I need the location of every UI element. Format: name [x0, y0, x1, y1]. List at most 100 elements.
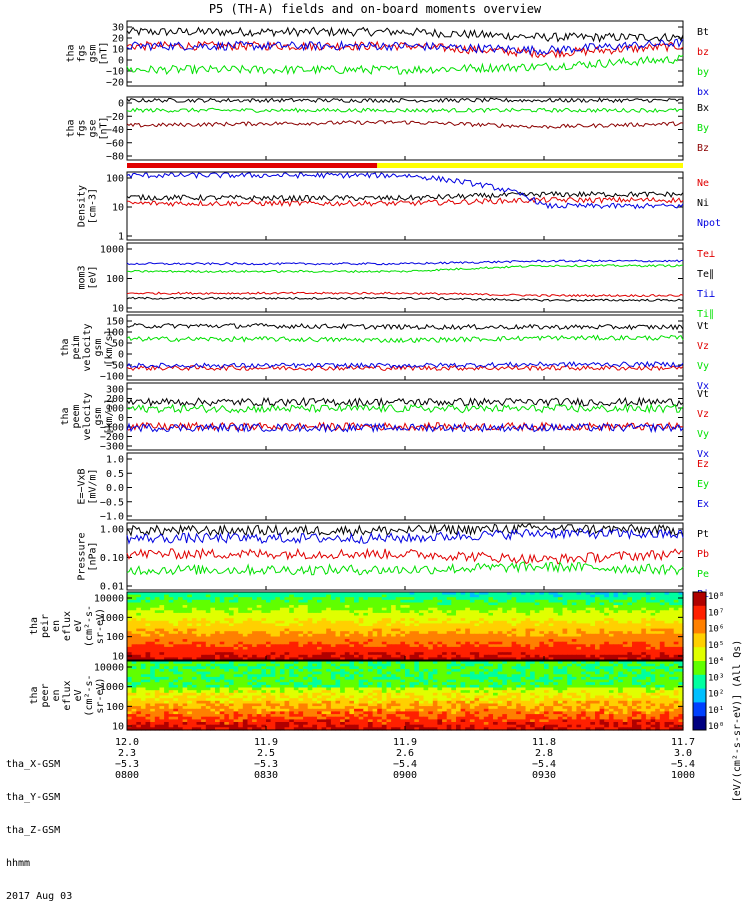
- y-tick-label: −80: [106, 152, 124, 163]
- y-tick-label: 150: [106, 317, 124, 328]
- y-axis-label: gse: [88, 119, 99, 137]
- legend-bx: bx: [697, 87, 709, 98]
- series-Ti⊥: [127, 260, 683, 265]
- panel-frame: [127, 97, 683, 160]
- y-axis-label: mom3: [77, 265, 88, 289]
- legend-By: By: [697, 123, 709, 134]
- y-axis-label: [nT]: [99, 41, 110, 65]
- series-Pt: [127, 524, 683, 535]
- y-axis-label: [nT]: [99, 116, 110, 140]
- y-axis-label: E=−VxB: [77, 468, 88, 504]
- legend-Vz: Vz: [697, 341, 709, 352]
- legend-Bt: Bt: [697, 27, 709, 38]
- legend-Ne: Ne: [697, 178, 709, 189]
- series-Pe: [127, 562, 683, 575]
- y-axis-label: tha: [60, 338, 71, 356]
- legend-Vy: Vy: [697, 429, 709, 440]
- y-axis-label: eV: [73, 620, 84, 632]
- y-tick-label: 10000: [94, 594, 124, 605]
- y-tick-label: 1.00: [100, 525, 124, 536]
- series-Vt: [127, 324, 683, 330]
- y-tick-label: 0.01: [100, 582, 124, 593]
- y-tick-label: −20: [106, 78, 124, 89]
- y-tick-label: 0: [118, 56, 124, 67]
- legend-Te⊥: Te⊥: [697, 249, 715, 260]
- y-tick-label: 0.0: [106, 483, 124, 494]
- series-Te∥: [127, 297, 683, 301]
- y-axis-label: eflux: [62, 611, 73, 641]
- series-By: [127, 108, 683, 112]
- y-axis-label: [km/s]: [104, 329, 115, 365]
- series-Te⊥: [127, 292, 683, 296]
- y-tick-label: 10: [112, 203, 124, 214]
- panel-frame: [127, 453, 683, 520]
- y-tick-label: 1.0: [106, 455, 124, 466]
- y-axis-label: [mV/m]: [88, 468, 99, 504]
- y-tick-label: 20: [112, 34, 124, 45]
- legend-Ex: Ex: [697, 499, 709, 510]
- y-axis-label: Density: [77, 185, 88, 227]
- legend-Ni: Ni: [697, 198, 709, 209]
- y-tick-label: 10: [112, 45, 124, 56]
- y-axis-label: Pressure: [77, 532, 88, 580]
- y-axis-label: tha: [66, 44, 77, 62]
- y-axis-label: sr-eV): [95, 608, 106, 644]
- y-axis-label: (cm²-s-: [84, 605, 95, 647]
- series-Bx: [127, 98, 683, 102]
- y-axis-label: velocity: [82, 323, 93, 371]
- legend-bz: bz: [697, 47, 709, 58]
- y-tick-label: 0.10: [100, 553, 124, 564]
- y-axis-label: [eV]: [88, 265, 99, 289]
- y-tick-label: 1: [118, 232, 124, 243]
- series-Vx: [127, 362, 683, 368]
- y-axis-label: peir: [40, 614, 51, 638]
- y-tick-label: −1.0: [100, 512, 124, 523]
- y-axis-label: tha: [60, 407, 71, 425]
- panel-frame: [127, 523, 683, 590]
- y-axis-label: velocity: [82, 392, 93, 440]
- series-Bt: [127, 28, 683, 42]
- y-axis-label: [cm-3]: [88, 188, 99, 224]
- y-axis-label: gsm: [88, 44, 99, 62]
- series-Pb: [127, 549, 683, 564]
- y-axis-label: [km/s]: [104, 398, 115, 434]
- y-tick-label: 100: [106, 274, 124, 285]
- series-Bz: [127, 121, 683, 129]
- y-axis-label: tha: [66, 119, 77, 137]
- y-axis-label: en: [51, 620, 62, 632]
- y-tick-label: 30: [112, 23, 124, 34]
- y-tick-label: 1000: [100, 245, 124, 256]
- y-tick-label: −300: [100, 442, 124, 453]
- legend-Npot: Npot: [697, 218, 721, 229]
- legend-Pt: Pt: [697, 529, 709, 540]
- y-tick-label: −10: [106, 67, 124, 78]
- series-by: [127, 55, 683, 74]
- y-axis-label: tha: [29, 617, 40, 635]
- legend-Vt: Vt: [697, 389, 709, 400]
- y-axis-label: [nPa]: [88, 541, 99, 571]
- y-axis-label: fgs: [77, 44, 88, 62]
- y-tick-label: 100: [106, 632, 124, 643]
- legend-Vy: Vy: [697, 361, 709, 372]
- y-axis-label: peim: [71, 335, 82, 359]
- legend-Ti∥: Ti∥: [697, 309, 714, 320]
- legend-Pe: Pe: [697, 569, 709, 580]
- y-tick-label: 10: [112, 652, 124, 663]
- panel-frame: [127, 383, 683, 450]
- panel-frame: [127, 243, 683, 312]
- y-tick-label: 0: [118, 99, 124, 110]
- panel-frame: [127, 21, 683, 86]
- legend-Bx: Bx: [697, 103, 709, 114]
- y-tick-label: 10: [112, 304, 124, 315]
- y-tick-label: −0.5: [100, 497, 124, 508]
